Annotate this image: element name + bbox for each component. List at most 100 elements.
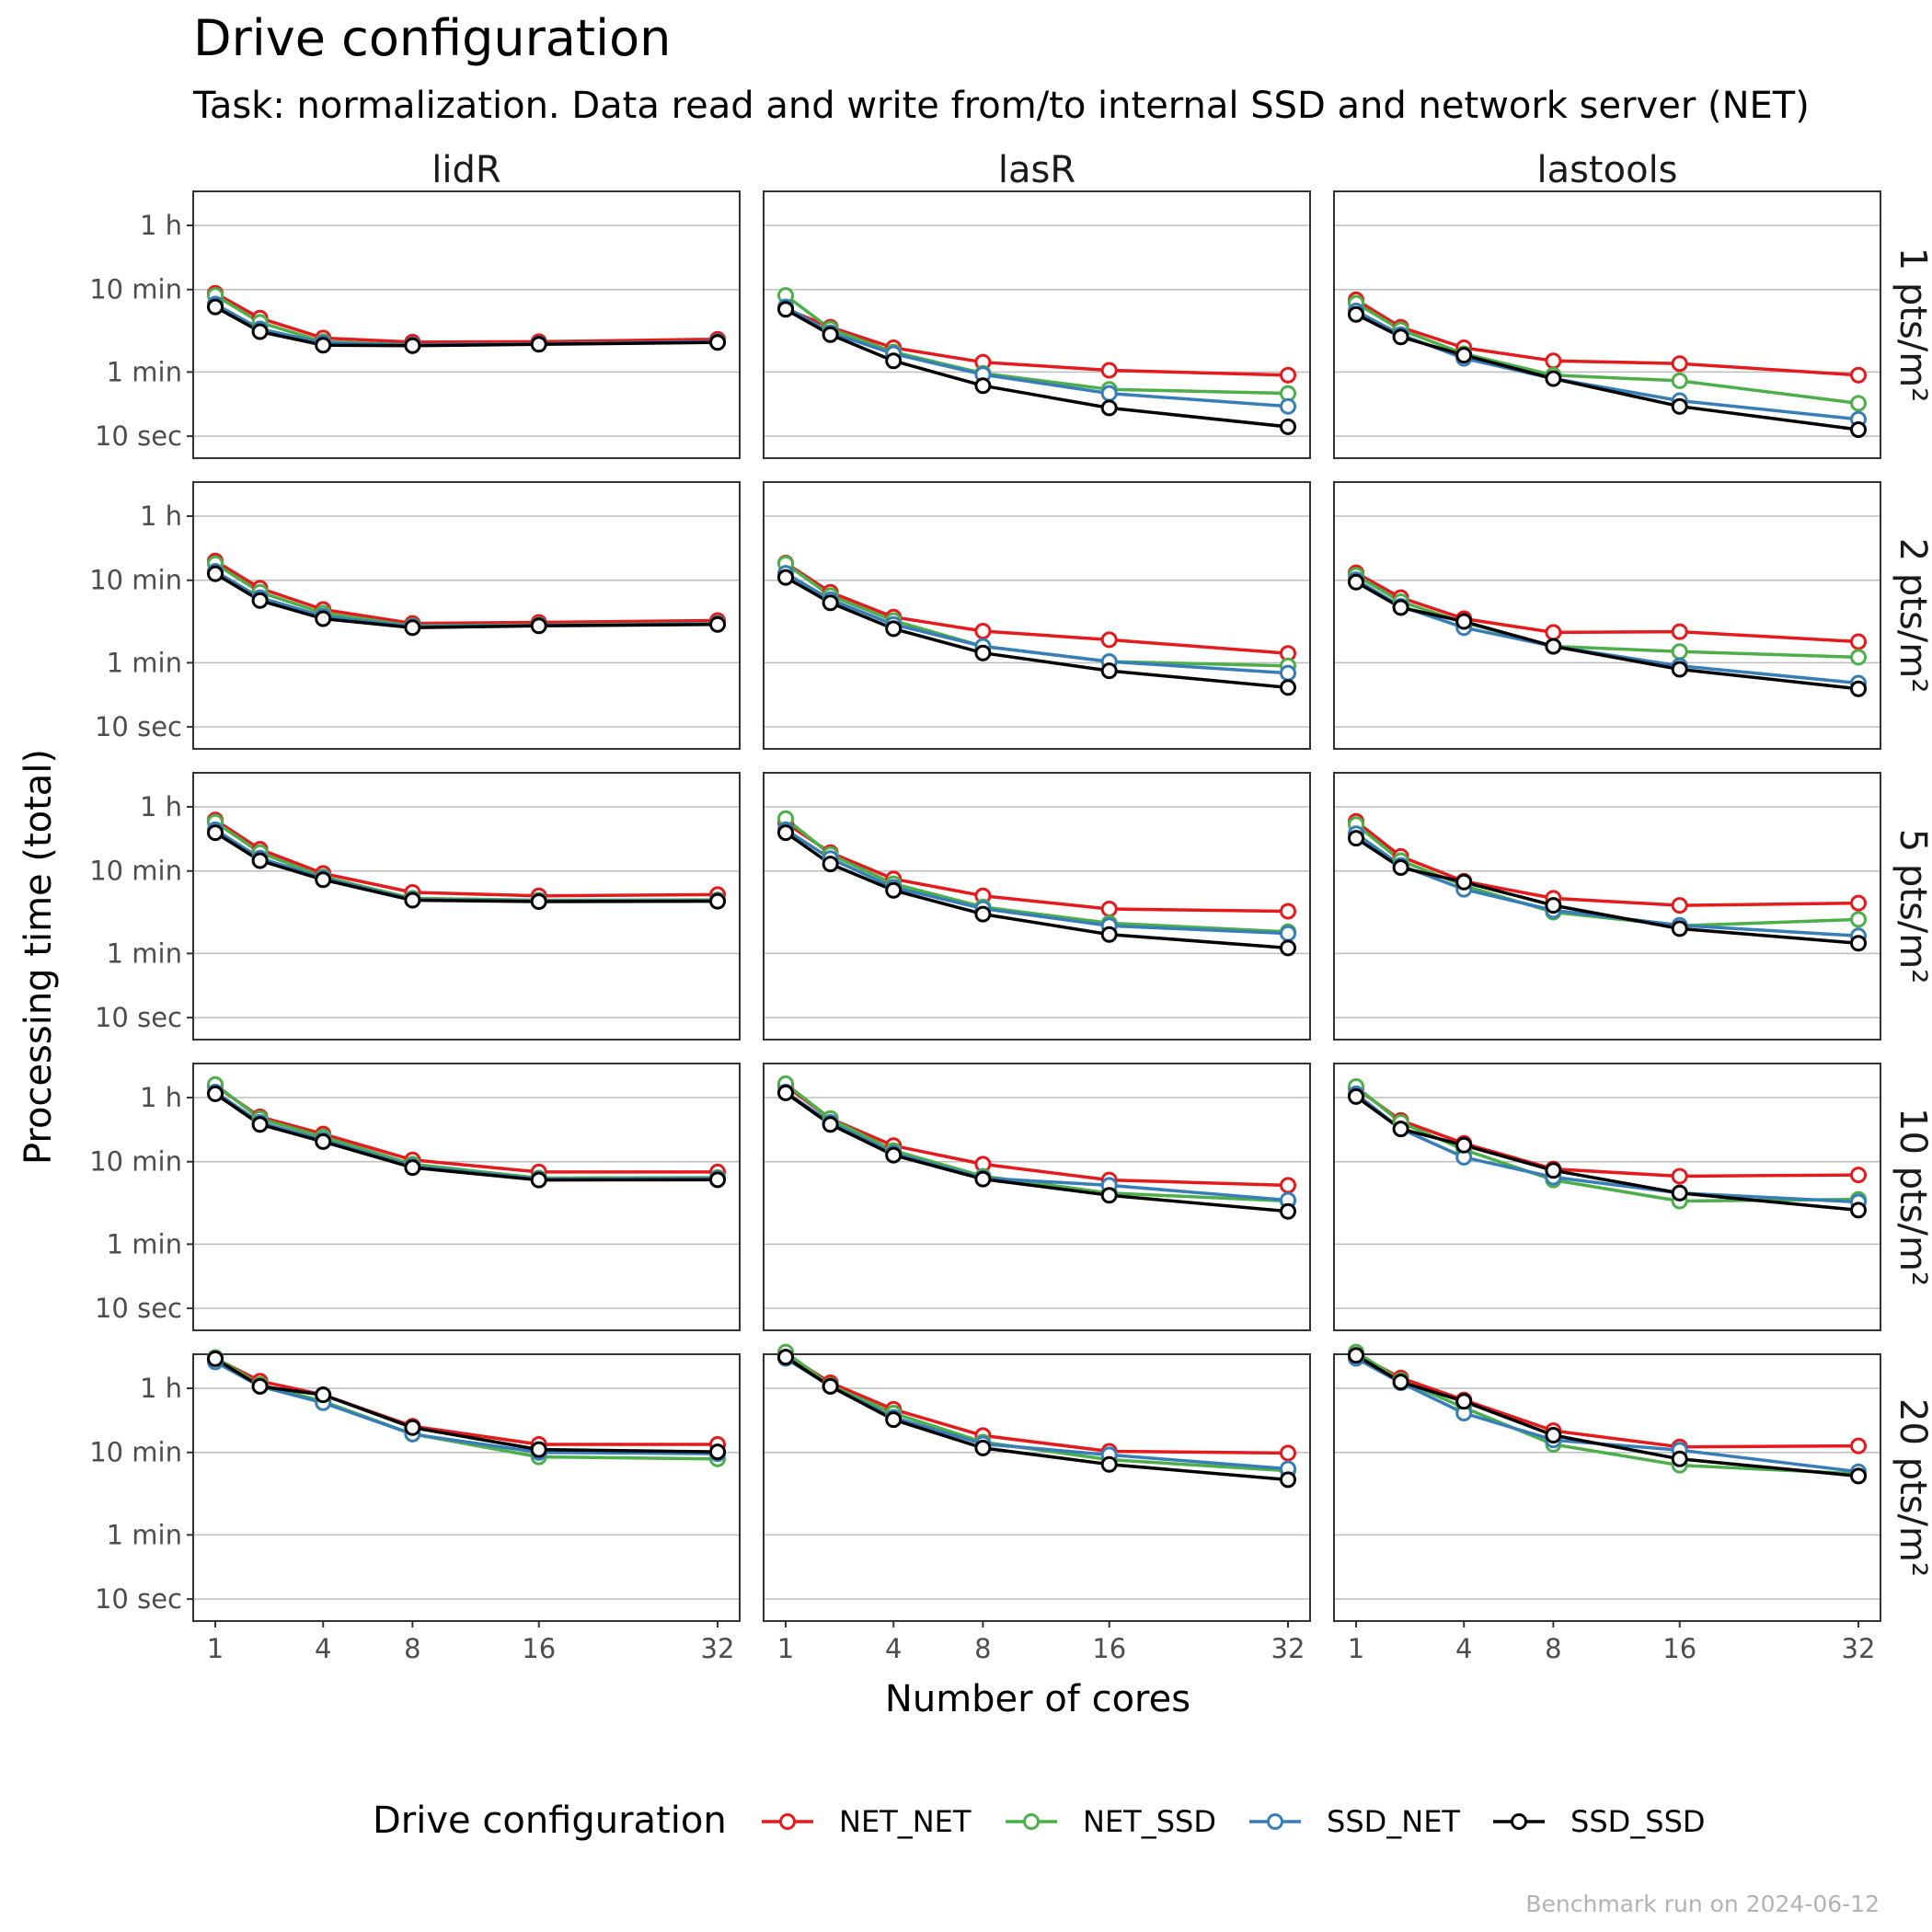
data-point-ssd-ssd [1455, 613, 1473, 630]
x-tick-label: 8 [974, 1633, 991, 1664]
series-line-net-ssd [784, 816, 1290, 934]
x-axis-title: Number of cores [885, 1678, 1190, 1720]
data-point-ssd-ssd [251, 323, 269, 340]
chart-subtitle: Task: normalization. Data read and write… [192, 85, 1810, 127]
facet-panel: 1 4 8 16 32 [763, 1343, 1311, 1664]
panel-border [763, 1063, 1311, 1331]
data-point-ssd-ssd [777, 1349, 794, 1366]
facet-panel [1333, 772, 1881, 1041]
panel-border [192, 772, 741, 1041]
data-point-net-net [1850, 633, 1867, 650]
data-point-ssd-ssd [777, 1084, 794, 1101]
x-tick-label: 4 [1455, 1633, 1472, 1664]
y-tick-label: 1 h [140, 1373, 182, 1404]
data-point-ssd-ssd [1100, 662, 1118, 680]
data-point-ssd-ssd [1545, 897, 1562, 914]
data-point-net-ssd [1850, 911, 1867, 928]
x-tick-label: 8 [1545, 1633, 1561, 1664]
y-tick-label: 10 sec [95, 1583, 182, 1615]
data-point-ssd-ssd [885, 620, 903, 638]
data-point-ssd-ssd [530, 336, 547, 353]
series-line-net-net [1354, 1086, 1860, 1179]
facet-column-label: lastools [1536, 149, 1677, 191]
data-point-ssd-ssd [974, 905, 992, 923]
panel-border [763, 1353, 1311, 1622]
panel-border [1333, 190, 1881, 459]
x-tick-label: 16 [1662, 1633, 1696, 1664]
panel-border [1333, 481, 1881, 750]
caption: Benchmark run on 2024-06-12 [1525, 1891, 1880, 1917]
data-point-ssd-ssd [1100, 1187, 1118, 1204]
data-point-ssd-ssd [885, 352, 903, 370]
data-point-net-net [1671, 623, 1688, 640]
data-point-ssd-ssd [1348, 573, 1364, 591]
series-line-net-net [1354, 570, 1860, 644]
data-point-ssd-ssd [822, 1116, 839, 1133]
data-point-ssd-ssd [1100, 926, 1118, 943]
data-point-ssd-ssd [822, 594, 839, 612]
legend: Drive configuration NET_NET NET_SSD SSD_NE… [373, 1800, 1706, 1842]
data-point-ssd-ssd [822, 856, 839, 873]
facet-column-label: lidR [431, 149, 500, 191]
data-point-ssd-ssd [251, 852, 269, 869]
legend-entry: NET_SSD [1006, 1804, 1216, 1839]
y-tick-label: 1 h [140, 210, 182, 241]
data-point-ssd-ssd [1280, 939, 1296, 957]
data-point-ssd-ssd [1100, 399, 1118, 417]
facet-panels: lidR lasR lastools 1 pts/m² 2 pts/m² 5 pts/m²… [89, 149, 1932, 1664]
data-point-ssd-ssd [885, 1411, 903, 1429]
data-point-ssd-net [1100, 385, 1118, 402]
series-line-ssd-net [1354, 1092, 1860, 1204]
data-point-ssd-ssd [404, 1159, 421, 1177]
data-point-ssd-ssd [207, 1085, 224, 1102]
panel-border [763, 481, 1311, 750]
series-line-ssd-ssd [1354, 1095, 1860, 1213]
data-point-net-net [1280, 1444, 1296, 1462]
data-point-ssd-net [1280, 664, 1296, 682]
data-point-ssd-ssd [1545, 370, 1562, 387]
data-point-ssd-ssd [1671, 661, 1688, 678]
legend-entry: SSD_NET [1249, 1804, 1460, 1839]
data-point-ssd-ssd [404, 1419, 421, 1436]
x-tick-label: 1 [777, 1633, 794, 1664]
data-point-ssd-ssd [1455, 1393, 1473, 1410]
y-tick-label: 1 min [107, 1519, 182, 1550]
data-point-ssd-ssd [1850, 680, 1867, 697]
data-point-ssd-ssd [885, 1146, 903, 1164]
legend-label: SSD_NET [1327, 1804, 1460, 1839]
series-line-ssd-ssd [784, 307, 1290, 429]
data-point-ssd-ssd [1850, 421, 1867, 438]
data-point-ssd-ssd [1850, 935, 1867, 952]
data-point-ssd-ssd [709, 334, 726, 351]
facet-panel [1333, 481, 1881, 750]
y-tick-label: 1 h [140, 500, 182, 532]
data-point-ssd-ssd [1671, 1184, 1688, 1202]
y-tick-label: 10 sec [95, 1002, 182, 1033]
facet-panel: 1 4 8 16 32 [1333, 1343, 1881, 1664]
data-point-ssd-ssd [1455, 873, 1473, 891]
data-point-ssd-ssd [1348, 1087, 1364, 1105]
data-point-net-net [1671, 1167, 1688, 1185]
y-tick-label: 10 min [89, 856, 182, 887]
data-point-ssd-ssd [777, 301, 794, 318]
x-tick-label: 4 [315, 1633, 331, 1664]
data-point-ssd-ssd [1850, 1467, 1867, 1485]
data-point-net-net [1100, 631, 1118, 649]
data-point-ssd-ssd [1348, 830, 1364, 847]
data-point-net-net [1671, 355, 1688, 373]
x-tick-label: 8 [404, 1633, 420, 1664]
data-point-net-net [1100, 362, 1118, 379]
legend-label: NET_SSD [1083, 1804, 1216, 1839]
data-point-net-ssd [1850, 649, 1867, 666]
legend-entry: SSD_SSD [1493, 1804, 1706, 1839]
data-point-ssd-ssd [530, 617, 547, 635]
series-line-net-net [213, 818, 719, 898]
panel-border [192, 190, 741, 459]
series-line-net-net [213, 558, 719, 626]
y-tick-label: 10 sec [95, 711, 182, 742]
panel-border [192, 1063, 741, 1331]
data-point-net-net [1850, 1167, 1867, 1184]
data-point-ssd-ssd [404, 891, 421, 909]
facet-row-label: 1 pts/m² [1892, 247, 1932, 403]
data-point-net-net [1100, 901, 1118, 917]
